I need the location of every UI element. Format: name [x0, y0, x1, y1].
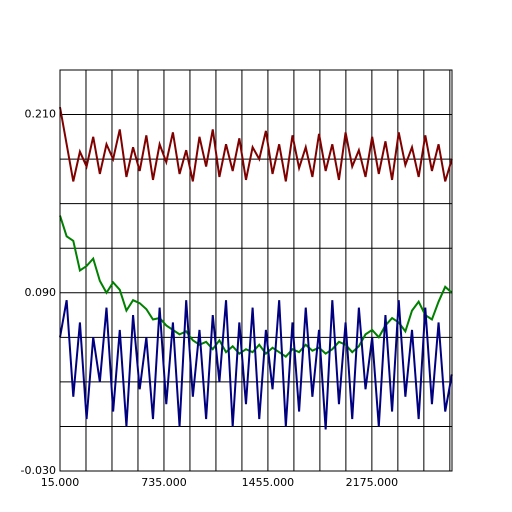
labels: -0.030 0.090 0.210 15.000 735.000 1455.000 217…	[21, 108, 399, 489]
lines	[59, 106, 453, 430]
x-tick-label: 735.000	[141, 476, 187, 489]
y-tick-label: 0.090	[25, 286, 57, 299]
y-tick-label: 0.210	[25, 108, 57, 121]
x-tick-label: 1455.000	[242, 476, 295, 489]
plot-frame	[59, 69, 453, 472]
y-tick-label: -0.030	[21, 464, 56, 477]
data-line	[59, 106, 453, 182]
x-tick-label: 15.000	[41, 476, 80, 489]
x-tick-label: 2175.000	[346, 476, 399, 489]
data-line	[59, 300, 453, 430]
